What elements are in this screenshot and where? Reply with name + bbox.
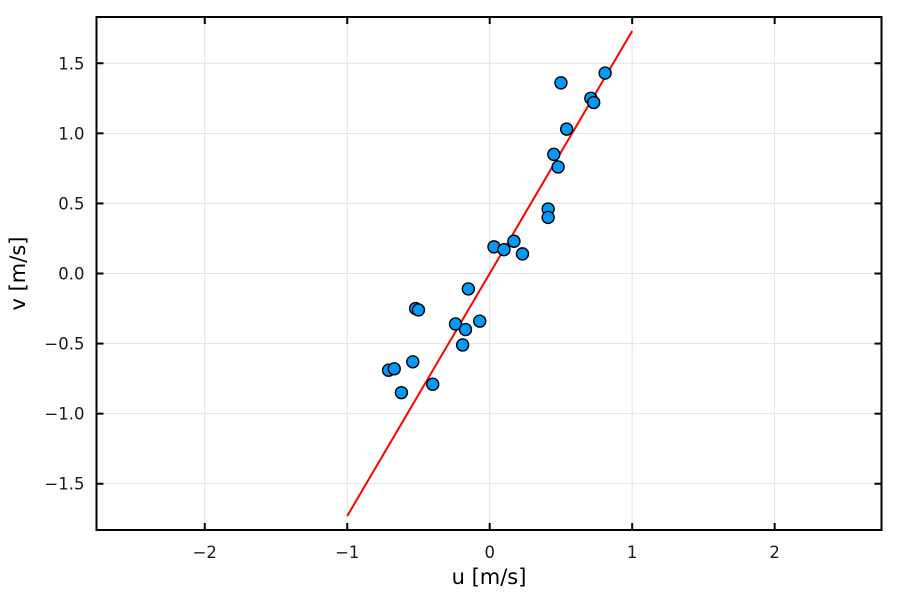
data-point: [458, 322, 473, 337]
data-point: [551, 160, 565, 174]
y-tick-label: 0.5: [58, 194, 84, 213]
y-tick-label: 0.0: [58, 265, 84, 284]
x-tick-label: 2: [769, 543, 780, 562]
data-point: [394, 385, 409, 400]
data-point: [387, 362, 401, 376]
data-point: [554, 76, 568, 90]
x-tick-label: 1: [627, 543, 638, 562]
data-point: [515, 247, 530, 261]
data-point: [455, 338, 470, 352]
data-point: [559, 122, 574, 136]
x-tick-label: −2: [193, 543, 217, 562]
series-layer: [346, 30, 634, 517]
data-point: [497, 242, 511, 257]
y-tick-label: 1.5: [58, 54, 84, 73]
x-tick-label: 0: [484, 543, 495, 562]
fit-line-line: [346, 30, 634, 517]
data-point: [448, 317, 463, 331]
y-axis-label: v [m/s]: [6, 237, 30, 311]
x-tick-label: −1: [335, 543, 359, 562]
data-point: [507, 234, 521, 248]
tick-layer: −2 −1 0 1 2 −1.5 −1.0 −0.5 0.0 0.5 1.0 1.5: [44, 17, 882, 562]
data-point: [598, 66, 612, 80]
x-axis-label: u [m/s]: [452, 565, 527, 589]
data-point: [473, 314, 487, 328]
y-tick-label: 1.0: [58, 124, 84, 143]
data-point: [587, 95, 601, 110]
y-tick-label: −1.0: [44, 405, 84, 424]
y-tick-label: −0.5: [44, 335, 84, 354]
data-point: [411, 303, 426, 317]
data-point: [541, 210, 555, 225]
y-tick-label: −1.5: [44, 475, 84, 494]
data-point: [406, 355, 420, 369]
data-point: [547, 147, 561, 162]
data-point: [426, 377, 440, 391]
data-point: [461, 282, 476, 296]
